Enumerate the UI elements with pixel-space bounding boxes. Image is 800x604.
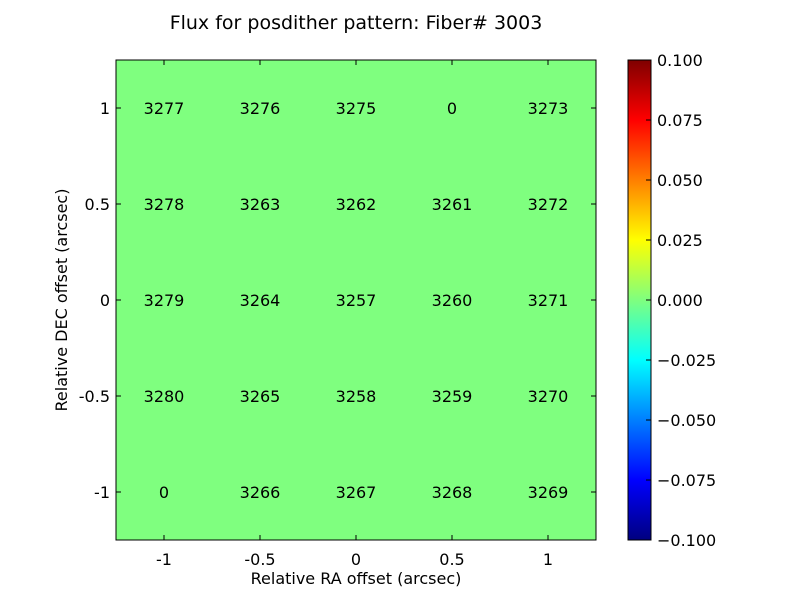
cell-label: 0 [447,99,457,118]
x-tick-label: 1 [543,550,553,569]
x-tick-label: -1 [156,550,172,569]
colorbar-tick-label: 0.025 [657,231,703,250]
cell-label: 3279 [144,291,185,310]
x-tick-label: -0.5 [244,550,275,569]
cell-label: 3259 [432,387,473,406]
cell-label: 3269 [528,483,569,502]
cell-label: 3268 [432,483,473,502]
cell-label: 3260 [432,291,473,310]
colorbar-tick-label: −0.075 [657,471,716,490]
cell-label: 0 [159,483,169,502]
y-tick-label: 0.5 [85,195,110,214]
cell-label: 3273 [528,99,569,118]
colorbar-tick-label: 0.000 [657,291,703,310]
cell-label: 3275 [336,99,377,118]
y-tick-label: -0.5 [79,387,110,406]
colorbar-tick-label: 0.050 [657,171,703,190]
cell-label: 3277 [144,99,185,118]
x-axis-label: Relative RA offset (arcsec) [251,569,462,588]
x-tick-label: 0 [351,550,361,569]
cell-label: 3258 [336,387,377,406]
colorbar-ticks: 0.100 0.075 0.050 0.025 0.000 −0.025 −0.050 −0.… [646,51,716,550]
colorbar-tick-label: −0.050 [657,411,716,430]
y-tick-label: 1 [100,99,110,118]
colorbar-tick-label: −0.100 [657,531,716,550]
y-axis-label: Relative DEC offset (arcsec) [52,189,71,412]
cell-label: 3272 [528,195,569,214]
cell-label: 3271 [528,291,569,310]
cell-label: 3280 [144,387,185,406]
cell-label: 3262 [336,195,377,214]
cell-label: 3257 [336,291,377,310]
cell-label: 3264 [240,291,281,310]
cell-label: 3276 [240,99,281,118]
x-tick-label: 0.5 [439,550,464,569]
y-ticks: 1 0.5 0 -0.5 -1 [79,99,596,502]
cell-label: 3270 [528,387,569,406]
heatmap-area [116,60,596,540]
x-ticks: -1 -0.5 0 0.5 1 [156,60,553,569]
cell-label: 3265 [240,387,281,406]
colorbar-tick-label: 0.075 [657,111,703,130]
cell-labels: 3277 3276 3275 0 3273 3278 3263 3262 3261 3272 327… [144,99,569,502]
plot-frame [115,59,597,541]
colorbar-tick-label: 0.100 [657,51,703,70]
chart-title: Flux for posdither pattern: Fiber# 3003 [170,12,543,34]
cell-label: 3263 [240,195,281,214]
y-tick-label: -1 [94,483,110,502]
colorbar-tick-label: −0.025 [657,351,716,370]
cell-label: 3278 [144,195,185,214]
cell-label: 3267 [336,483,377,502]
cell-label: 3266 [240,483,281,502]
y-tick-label: 0 [100,291,110,310]
cell-label: 3261 [432,195,473,214]
